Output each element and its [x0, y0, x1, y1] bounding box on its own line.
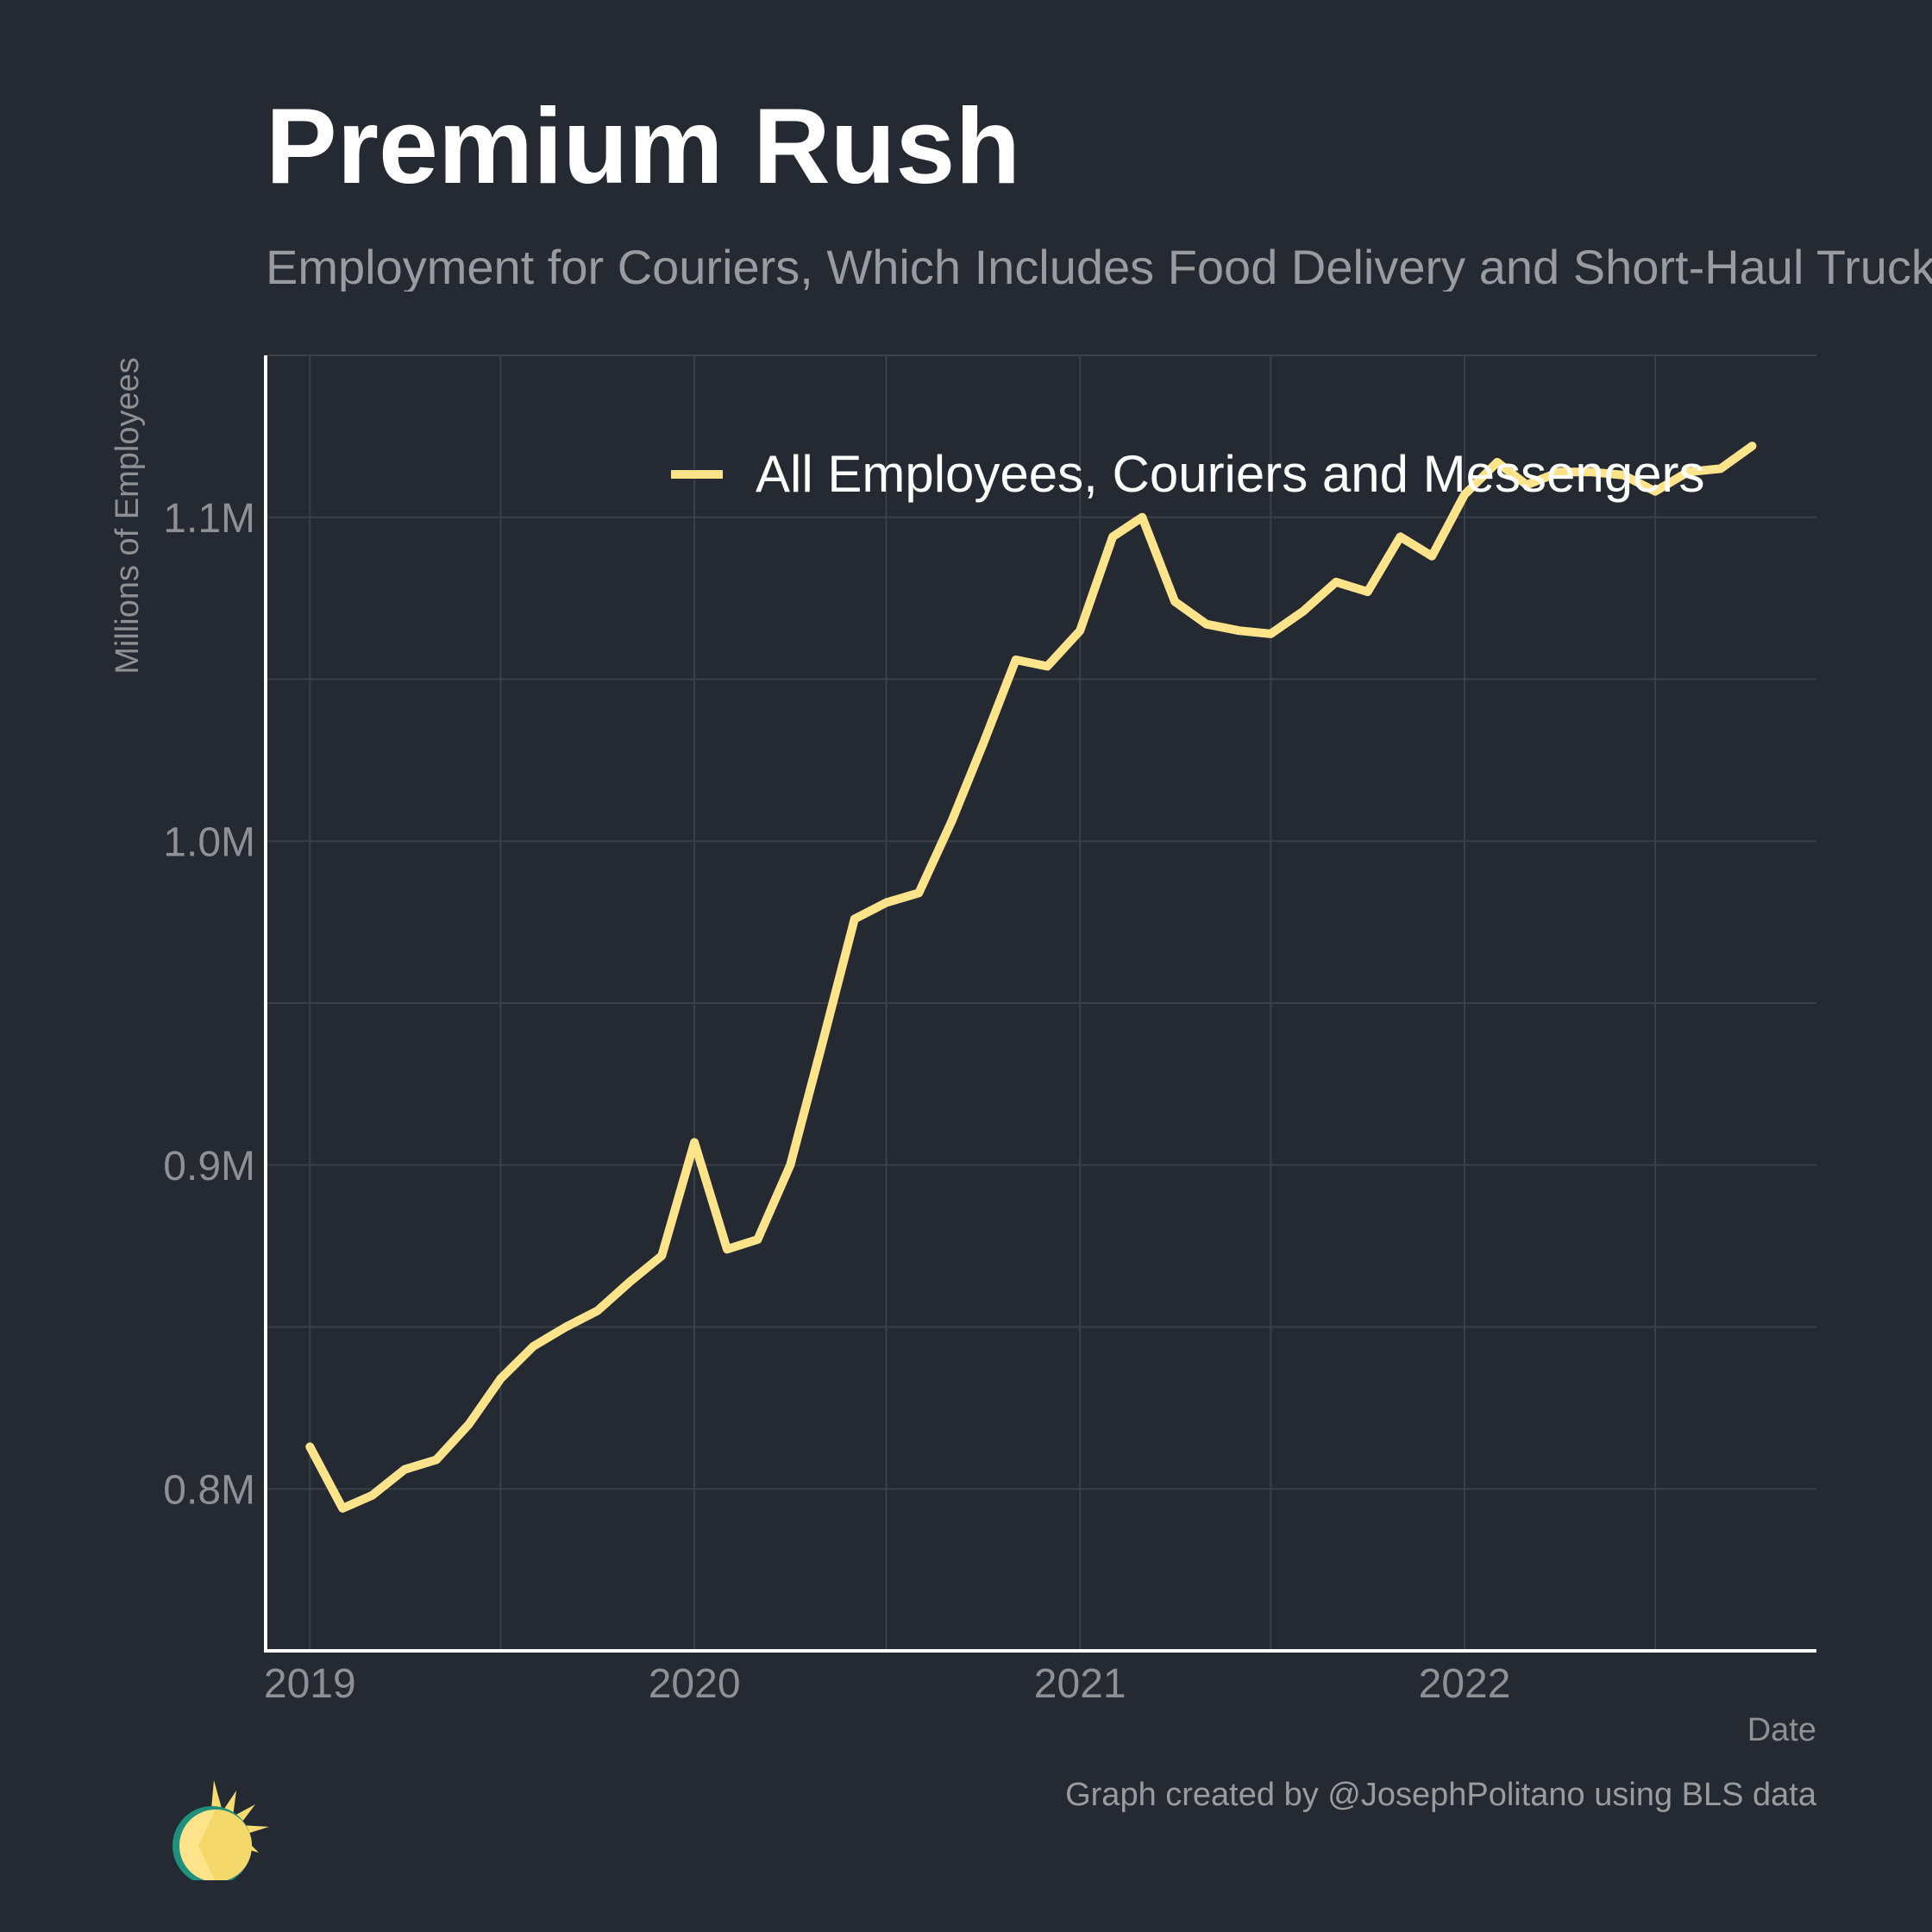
y-axis-title: Millions of Employees — [110, 357, 146, 674]
y-tick-label: 1.0M — [163, 819, 255, 865]
x-tick-label: 2020 — [649, 1661, 741, 1707]
chart-subtitle: Employment for Couriers, Which Includes … — [266, 243, 1932, 292]
x-tick-label: 2021 — [1034, 1661, 1126, 1707]
x-axis-title: Date — [1747, 1712, 1816, 1748]
y-tick-label: 0.8M — [163, 1467, 255, 1513]
series-line — [305, 442, 1757, 1513]
y-tick-label: 1.1M — [163, 496, 255, 542]
y-tick-label: 0.9M — [163, 1144, 255, 1189]
chart-title: Premium Rush — [266, 87, 1021, 206]
x-tick-label: 2019 — [264, 1661, 356, 1707]
sun-logo-icon — [160, 1777, 281, 1885]
legend-label: All Employees, Couriers and Messengers — [756, 445, 1704, 503]
x-tick-label: 2022 — [1419, 1661, 1511, 1707]
caption: Graph created by @JosephPolitano using B… — [1065, 1777, 1816, 1813]
